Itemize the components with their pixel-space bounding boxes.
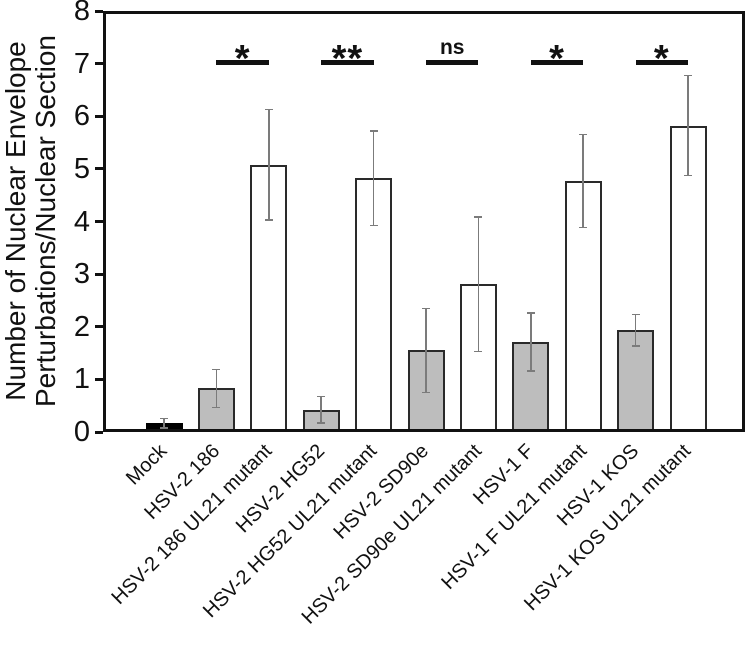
y-tick-label: 6 (73, 100, 90, 133)
error-bar-hsv-1-f-cap (526, 312, 535, 314)
error-bar-hsv-2-186-ul21-mutant-cap (264, 219, 273, 221)
error-bar-hsv-2-hg52-cap (317, 422, 326, 424)
significance-line (321, 60, 374, 65)
bar-hsv-1-kos-ul21-mutant (669, 125, 707, 432)
error-bar-mock (163, 418, 165, 428)
error-bar-hsv-1-f-ul21-mutant (582, 134, 584, 228)
error-bar-hsv-1-f (530, 313, 532, 371)
error-bar-hsv-2-hg52-ul21-mutant (372, 130, 375, 226)
error-bar-hsv-2-sd90e (425, 308, 427, 393)
error-bar-hsv-2-186-ul21-mutant-cap (264, 108, 273, 111)
y-tick-mark (95, 430, 103, 434)
y-tick-mark (95, 114, 103, 118)
error-bar-hsv-2-186-cap (212, 368, 221, 371)
y-tick-mark (95, 272, 103, 276)
y-tick-mark (95, 377, 103, 381)
y-tick-label: 2 (73, 310, 90, 343)
error-bar-hsv-1-kos-ul21-mutant (687, 75, 689, 176)
significance-label: ns (439, 36, 465, 59)
error-bar-hsv-2-186-cap (212, 406, 221, 409)
error-bar-hsv-2-sd90e-ul21-mutant-cap (474, 216, 483, 218)
y-tick-mark (95, 62, 103, 66)
significance-line (216, 60, 269, 65)
y-tick-label: 1 (73, 363, 90, 396)
error-bar-hsv-2-sd90e-ul21-mutant (477, 216, 480, 352)
y-tick-mark (95, 167, 103, 171)
error-bar-hsv-1-f-ul21-mutant-cap (579, 133, 588, 136)
error-bar-mock-cap (160, 427, 168, 429)
error-bar-hsv-1-kos-cap (631, 345, 640, 347)
error-bar-hsv-2-186-ul21-mutant (268, 109, 270, 220)
error-bar-hsv-1-kos-ul21-mutant-cap (684, 174, 692, 177)
y-tick-label: 4 (73, 205, 90, 238)
error-bar-hsv-2-sd90e-cap (422, 307, 430, 310)
plot-area: * ** ns * * (103, 11, 745, 432)
significance-line (530, 60, 584, 65)
significance-line (635, 60, 688, 65)
y-tick-mark (95, 325, 103, 329)
error-bar-hsv-2-hg52-cap (317, 395, 326, 398)
y-tick-label: 8 (73, 0, 90, 27)
y-axis-title-line1: Number of Nuclear Envelope (0, 41, 31, 401)
error-bar-hsv-1-f-cap (526, 370, 535, 372)
error-bar-hsv-2-186 (215, 369, 218, 408)
y-tick-label: 5 (73, 152, 90, 185)
significance-label: * (653, 38, 670, 80)
error-bar-hsv-2-hg52 (320, 396, 322, 424)
error-bar-hsv-1-kos-ul21-mutant-cap (684, 74, 692, 77)
error-bar-hsv-2-sd90e-cap (422, 391, 430, 394)
significance-label: * (549, 38, 565, 80)
error-bar-hsv-1-kos (634, 314, 637, 347)
significance-line (426, 60, 479, 65)
error-bar-hsv-1-f-ul21-mutant-cap (579, 226, 588, 229)
y-tick-label: 7 (73, 47, 90, 80)
y-tick-mark (95, 220, 103, 223)
significance-label: ** (331, 38, 364, 80)
y-tick-label: 3 (73, 258, 90, 291)
error-bar-hsv-2-hg52-ul21-mutant-cap (369, 224, 378, 227)
error-bar-hsv-1-kos-cap (631, 313, 640, 316)
significance-label: * (234, 38, 251, 80)
error-bar-mock-cap (160, 417, 168, 420)
error-bar-hsv-2-sd90e-ul21-mutant-cap (474, 350, 483, 353)
y-tick-mark (95, 9, 103, 13)
y-tick-label: 0 (73, 416, 90, 448)
error-bar-hsv-2-hg52-ul21-mutant-cap (369, 130, 378, 132)
